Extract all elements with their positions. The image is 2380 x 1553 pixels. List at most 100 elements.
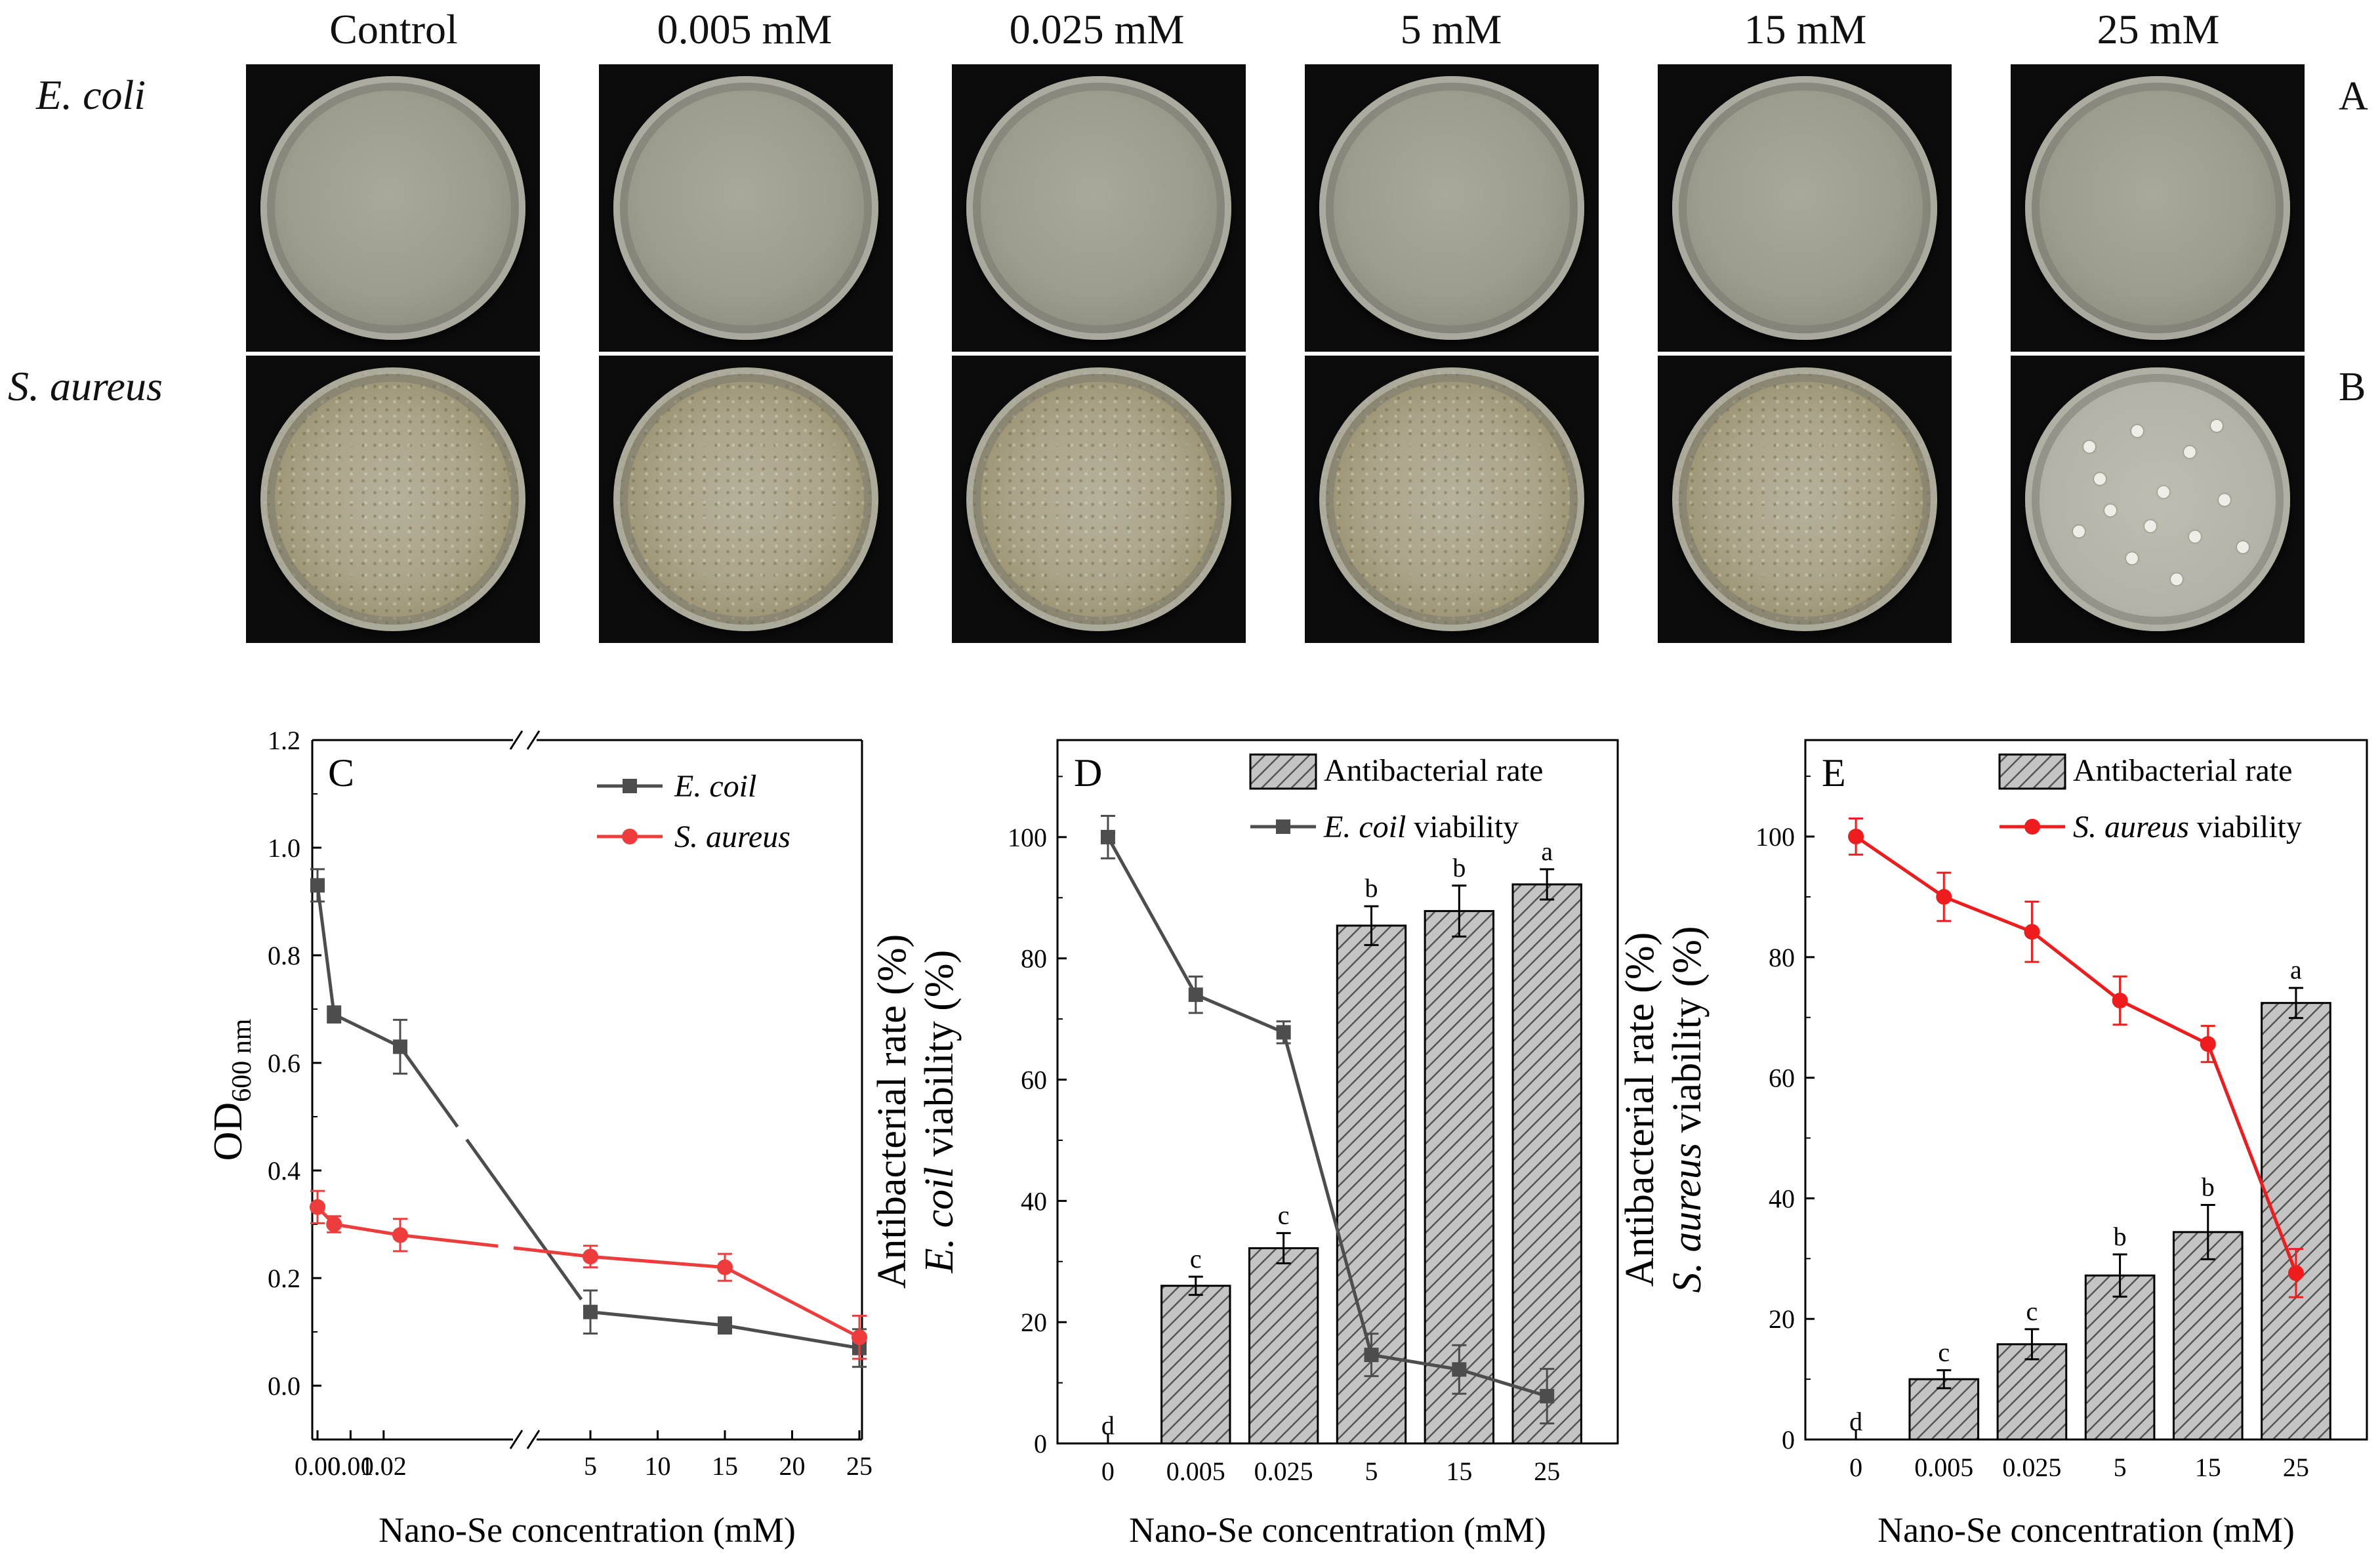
series-0-point <box>718 1318 732 1333</box>
viability-point <box>2200 1036 2216 1052</box>
legend-line-label-rest: viability <box>1406 810 1519 844</box>
series-0-point <box>393 1039 407 1054</box>
column-label-5: 5 mM <box>1400 6 1502 52</box>
series-0-point <box>327 1007 342 1022</box>
y-axis-label-rest: viability (%) <box>1665 926 1710 1143</box>
plot-frame <box>1056 739 1619 1445</box>
series-line-0-bridge <box>398 1045 592 1314</box>
saureus-plate-0025 <box>952 356 1246 643</box>
saureus-plate-25 <box>2011 356 2305 643</box>
series-line-1-left <box>316 1206 401 1237</box>
bar <box>1248 1247 1319 1445</box>
series-1-point <box>392 1227 408 1243</box>
column-label-0005: 0.005 mM <box>657 6 832 52</box>
bar <box>2084 1274 2156 1441</box>
panel-letter: E <box>1822 751 1846 795</box>
axis-break-gap-0 <box>513 731 537 749</box>
legend-line-label: E. coil viability <box>1323 810 1519 844</box>
y-tick-label: 0.0 <box>268 1371 300 1401</box>
series-0-point <box>310 878 325 893</box>
x-tick-label: 5 <box>1364 1457 1378 1486</box>
y-axis-label-rest: viability (%) <box>917 950 962 1167</box>
viability-line <box>1106 836 1548 1398</box>
bar-significance-letter: d <box>1849 1407 1862 1436</box>
saureus-plate-control <box>246 356 540 643</box>
column-label-0025: 0.025 mM <box>1009 6 1185 52</box>
y-tick-label: 20 <box>1021 1308 1047 1337</box>
panel-letter-c: C <box>328 751 354 795</box>
bar <box>2261 1002 2331 1441</box>
x-axis-label: Nano-Se concentration (mM) <box>1877 1510 2295 1550</box>
series-line-0-left <box>316 885 401 1048</box>
chart-c-od600: 0.0 0.2 0.4 0.6 0.8 1.0 1.2 0.000.010.02 5 10 15 20… <box>206 726 872 1550</box>
x-tick-label: 5 <box>2114 1453 2127 1482</box>
bar-significance-letter: b <box>2202 1172 2215 1202</box>
viability-line <box>1855 835 2298 1274</box>
y-tick-label: 20 <box>1769 1304 1795 1334</box>
y-axis-label-line2: S. aureus viability (%) <box>1665 926 1710 1293</box>
y-tick-label: 0.6 <box>268 1048 300 1078</box>
chart-d-ecoli: 0 20 40 60 80 100 0 0.005 0.025 5 15 25 d c c b b a D Antib… <box>870 739 1619 1550</box>
panel-letter-a: A <box>2339 74 2368 119</box>
x-tick-label: 0 <box>1849 1453 1862 1482</box>
legend-line-label-italic: E. coil <box>1323 810 1406 844</box>
viability-point <box>1936 888 1952 905</box>
x-tick-label: 15 <box>1446 1457 1472 1486</box>
viability-point <box>2288 1265 2304 1281</box>
viability-point <box>2112 992 2128 1008</box>
legend-bar-label: Antibacterial rate <box>1324 753 1543 788</box>
y-tick-label: 60 <box>1769 1064 1795 1093</box>
y-axis-label-line2: E. coil viability (%) <box>917 950 962 1273</box>
y-tick-label: 40 <box>1769 1184 1795 1213</box>
y-axis-label-line1: Antibacterial rate (%) <box>870 934 914 1289</box>
bar-significance-letter: c <box>1938 1337 1950 1367</box>
x-tick-label: 10 <box>645 1451 671 1481</box>
legend-marker-0 <box>623 779 637 793</box>
x-tick-label: 0 <box>1101 1457 1115 1486</box>
bar <box>1424 910 1495 1445</box>
x-tick-label: 25 <box>846 1451 872 1481</box>
ecoli-plate-control <box>246 64 540 352</box>
viability-point <box>1540 1388 1555 1403</box>
x-tick-label: 0.00 <box>295 1451 340 1481</box>
y-tick-label: 100 <box>1008 823 1047 852</box>
series-1-point <box>583 1249 598 1265</box>
bar-significance-letter: b <box>2114 1222 2127 1251</box>
series-1-point <box>326 1216 342 1232</box>
viability-point <box>2024 924 2040 940</box>
x-tick-label: 25 <box>2283 1453 2309 1482</box>
y-axis-label: OD600 nm <box>206 1018 257 1161</box>
ecoli-plate-15 <box>1658 64 1952 352</box>
x-tick-label: 0.025 <box>1254 1457 1313 1486</box>
viability-point <box>1100 829 1115 844</box>
x-tick-label: 0.02 <box>361 1451 407 1481</box>
bar <box>1336 924 1407 1445</box>
legend-marker-1 <box>622 829 638 844</box>
series-line-1-right <box>590 1254 861 1339</box>
y-axis-label-italic: E. coil <box>917 1167 962 1273</box>
ecoli-plate-25 <box>2011 64 2305 352</box>
bar-significance-letter: b <box>1364 873 1378 903</box>
y-axis-label-italic: S. aureus <box>1665 1143 1710 1293</box>
bar-significance-letter: d <box>1101 1411 1115 1440</box>
y-tick-label: 0.2 <box>268 1264 300 1293</box>
legend-bar-swatch <box>1249 753 1317 790</box>
y-tick-label: 60 <box>1021 1066 1047 1095</box>
ecoli-plate-0005 <box>599 64 893 352</box>
column-label-15: 15 mM <box>1744 6 1867 52</box>
bar <box>2172 1231 2244 1441</box>
y-tick-label: 1.2 <box>268 726 300 755</box>
axis-break-mark-1a <box>509 1430 523 1449</box>
axis-break-gap-1 <box>513 1430 537 1449</box>
viability-point <box>1364 1348 1379 1363</box>
series-line-1-bridge <box>400 1233 591 1258</box>
series-1-point <box>717 1259 733 1275</box>
x-tick-label: 0.005 <box>1914 1453 1973 1482</box>
saureus-plate-5 <box>1305 356 1599 643</box>
saureus-plate-0005 <box>599 356 893 643</box>
x-tick-label: 0.01 <box>327 1451 373 1481</box>
x-axis-label: Nano-Se concentration (mM) <box>1129 1510 1546 1550</box>
bar-significance-letter: a <box>1541 837 1553 866</box>
legend-line-marker <box>1276 819 1290 834</box>
panel-letter: D <box>1074 751 1102 795</box>
